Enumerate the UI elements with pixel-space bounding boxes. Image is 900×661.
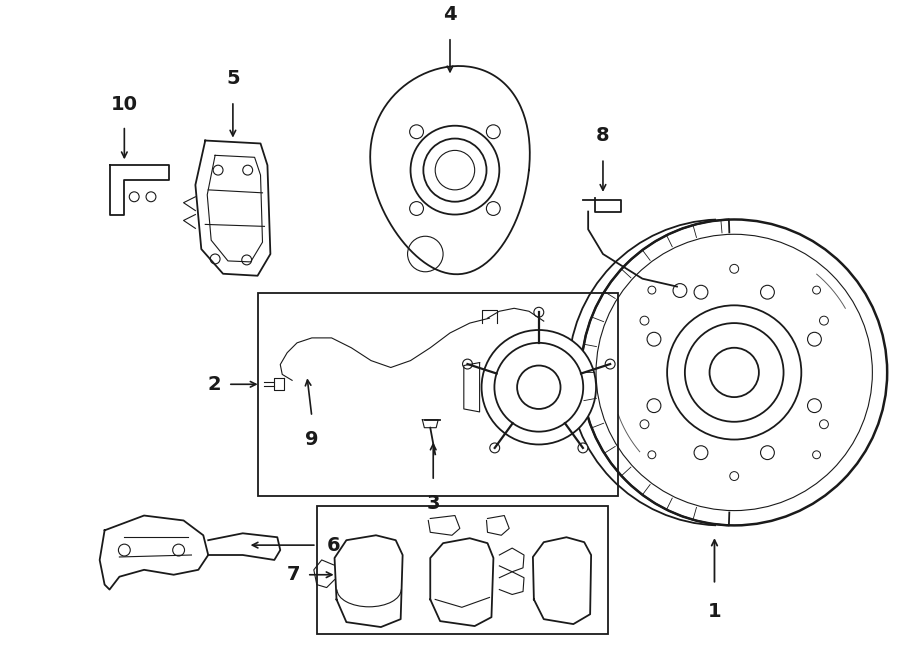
Circle shape [486,125,500,139]
Circle shape [436,151,474,190]
Circle shape [482,330,596,444]
Circle shape [423,139,487,202]
Circle shape [673,284,687,297]
Bar [317,506,608,634]
Circle shape [647,332,661,346]
Circle shape [410,125,424,139]
Bar [257,293,617,496]
Circle shape [410,202,424,215]
Circle shape [494,343,583,432]
Circle shape [410,126,500,215]
Text: 8: 8 [596,126,610,145]
Circle shape [463,359,473,369]
Circle shape [694,446,708,459]
Circle shape [647,399,661,412]
Circle shape [490,443,500,453]
Text: 3: 3 [427,494,440,513]
Text: 5: 5 [226,69,239,88]
Circle shape [578,443,588,453]
Text: 7: 7 [286,565,300,584]
Circle shape [408,236,443,272]
Circle shape [648,451,656,459]
Circle shape [581,219,887,525]
Circle shape [807,399,822,412]
Circle shape [813,451,821,459]
Circle shape [486,202,500,215]
Circle shape [813,286,821,294]
Text: 9: 9 [305,430,319,449]
Circle shape [605,359,615,369]
Circle shape [534,307,544,317]
Circle shape [760,286,774,299]
Text: 10: 10 [111,95,138,114]
Text: 6: 6 [327,535,340,555]
Circle shape [518,366,561,409]
Circle shape [709,348,759,397]
Circle shape [807,332,822,346]
Text: 1: 1 [707,602,721,621]
Text: 2: 2 [207,375,221,394]
Circle shape [760,446,774,459]
Text: 4: 4 [443,5,457,24]
Circle shape [694,286,708,299]
Circle shape [640,316,649,325]
Circle shape [730,264,739,273]
Circle shape [730,471,739,481]
Circle shape [648,286,656,294]
Circle shape [820,420,828,429]
Circle shape [820,316,828,325]
Circle shape [640,420,649,429]
